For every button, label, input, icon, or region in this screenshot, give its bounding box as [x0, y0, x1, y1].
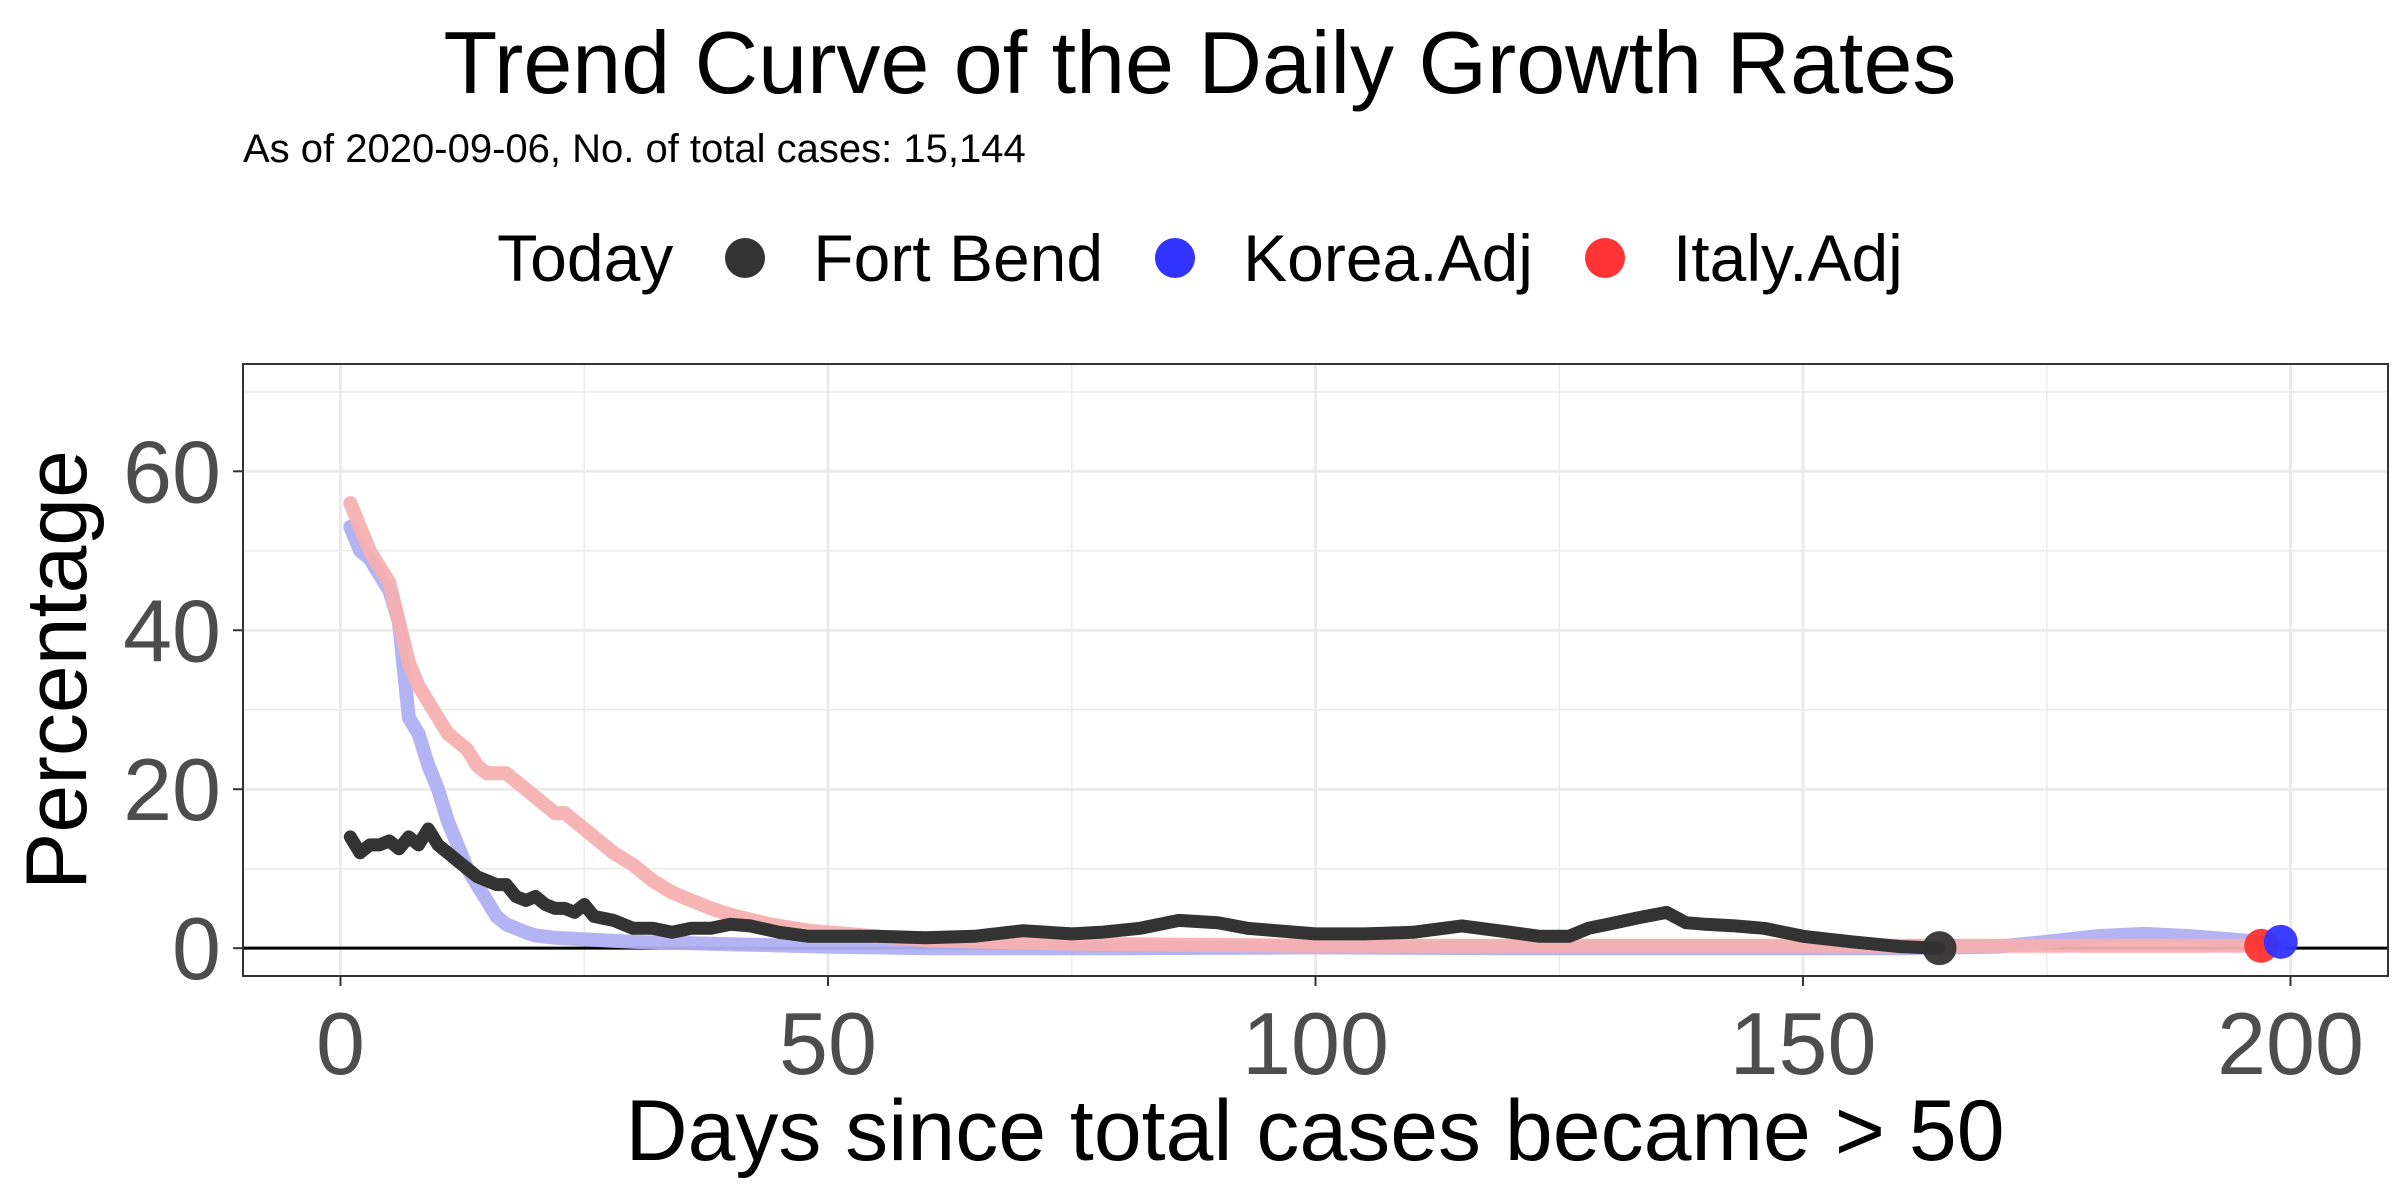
y-axis-label: Percentage — [9, 450, 105, 890]
x-tick-label: 50 — [779, 994, 877, 1093]
x-tick-label: 100 — [1242, 994, 1389, 1093]
legend-item-korea: Korea.Adj — [1155, 220, 1533, 296]
x-axis-label: Days since total cases became > 50 — [625, 1083, 2004, 1179]
axis-ticks: 0 50 100 150 200 0 20 40 60 — [123, 422, 2364, 1093]
today-points — [1922, 924, 2298, 966]
y-tick-label: 40 — [123, 581, 221, 680]
legend-key-fort-bend — [725, 238, 766, 278]
x-tick-label: 200 — [2217, 994, 2364, 1093]
legend-title: Today — [497, 221, 674, 295]
legend-item-fort-bend: Fort Bend — [725, 220, 1103, 296]
legend-label-italy: Italy.Adj — [1672, 221, 1903, 295]
today-point-korea-adj — [2263, 924, 2298, 959]
legend-item-italy: Italy.Adj — [1584, 220, 1903, 296]
chart-title: Trend Curve of the Daily Growth Rates — [443, 13, 1957, 112]
legend: Today Fort Bend Korea.Adj Italy.Adj — [0, 218, 2400, 298]
x-tick-label: 0 — [316, 994, 365, 1093]
legend-key-italy — [1584, 238, 1625, 278]
x-tick-label: 150 — [1730, 994, 1877, 1093]
legend-label-fort-bend: Fort Bend — [813, 221, 1104, 295]
grid-lines — [243, 364, 2388, 976]
series-line-italy-adj — [343, 496, 2269, 953]
y-tick-label: 60 — [123, 422, 221, 521]
y-tick-label: 20 — [123, 740, 221, 839]
chart-subtitle: As of 2020-09-06, No. of total cases: 15… — [243, 127, 1026, 171]
legend-label-korea: Korea.Adj — [1243, 221, 1533, 295]
today-point-fort-bend — [1922, 931, 1957, 966]
series-line-fort-bend — [343, 822, 1946, 955]
y-tick-label: 0 — [172, 899, 221, 998]
legend-key-korea — [1155, 238, 1196, 278]
